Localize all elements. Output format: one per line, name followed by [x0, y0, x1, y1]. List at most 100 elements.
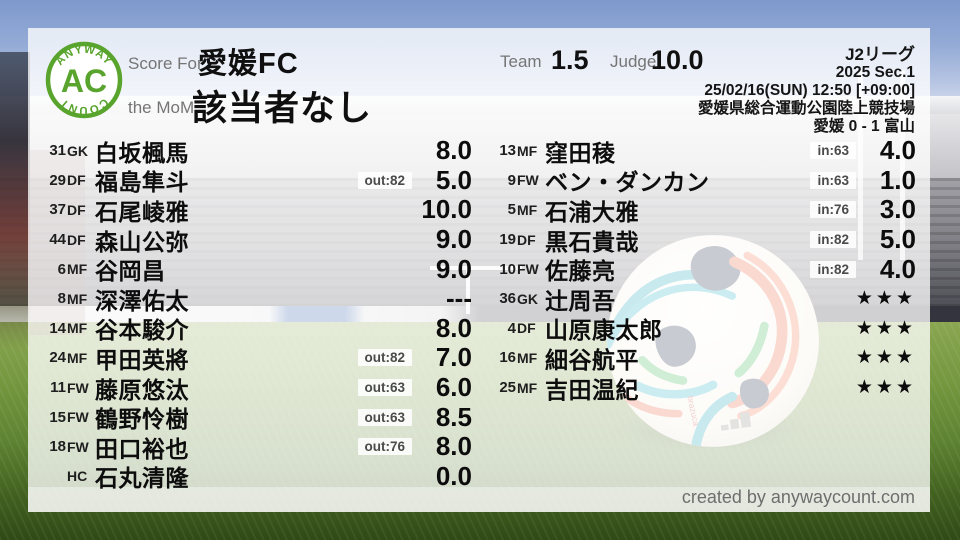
player-number: 9 [507, 171, 516, 189]
player-score: 8.5 [435, 401, 472, 432]
player-name: 石尾崚雅 [95, 198, 189, 225]
player-position: DF [67, 231, 86, 248]
player-row: 37 DF 石尾崚雅 10.0 [40, 194, 472, 225]
player-position: FW [517, 261, 539, 278]
player-name: 吉田温紀 [545, 376, 639, 403]
player-position: MF [517, 379, 538, 396]
player-name: 田口裕也 [95, 435, 189, 462]
player-number: 10 [499, 260, 516, 278]
player-position: FW [67, 379, 89, 396]
player-name: 黒石貴哉 [545, 228, 639, 255]
player-name: 深澤佑太 [95, 287, 189, 314]
player-score: 7.0 [435, 342, 472, 373]
player-score: 8.0 [435, 135, 472, 166]
team-score-value: 1.5 [551, 45, 589, 75]
player-number: 44 [49, 231, 66, 249]
player-score: 10.0 [421, 194, 472, 225]
substitution-badge: out:82 [357, 349, 412, 367]
anywaycount-logo: ANYWAY COUNT AC [45, 41, 123, 119]
player-name: 鶴野怜樹 [95, 406, 189, 433]
venue: 愛媛県総合運動公園陸上競技場 [697, 100, 915, 117]
player-score: ★★★ [855, 288, 916, 310]
player-name: 佐藤亮 [545, 258, 616, 285]
player-number: 29 [49, 171, 66, 189]
player-score: 4.0 [879, 253, 916, 284]
player-position: DF [517, 231, 536, 248]
season-section: 2025 Sec.1 [835, 64, 915, 81]
league-name: J2リーグ [845, 45, 915, 64]
player-number: 36 [499, 290, 516, 308]
player-name: 石丸清隆 [95, 465, 189, 492]
player-name: 福島隼斗 [95, 169, 189, 196]
player-number: 11 [50, 379, 66, 397]
player-row: 10 FW 佐藤亮 in:82 4.0 [490, 253, 916, 285]
player-row: 16 MF 細谷航平 ★★★ [490, 343, 916, 373]
substitution-badge: in:63 [810, 171, 856, 189]
player-row: 6 MF 谷岡昌 9.0 [40, 253, 472, 285]
player-row: 5 MF 石浦大雅 in:76 3.0 [490, 194, 916, 225]
player-row: 14 MF 谷本駿介 8.0 [40, 312, 472, 344]
player-number: 16 [499, 349, 516, 367]
player-number: 19 [499, 231, 516, 249]
player-position: MF [67, 261, 88, 278]
player-number: 24 [49, 349, 66, 367]
substitution-badge: out:76 [357, 438, 412, 456]
player-position: GK [67, 142, 88, 159]
player-number: 18 [49, 438, 66, 456]
starters-column: 31 GK 白坂楓馬 8.0 29 DF 福島隼斗 out:82 5.0 37 … [40, 135, 472, 492]
player-row: 19 DF 黒石貴哉 in:82 5.0 [490, 224, 916, 255]
player-number: 8 [57, 290, 66, 308]
player-name: 谷本駿介 [95, 317, 189, 344]
player-row: 36 GK 辻周吾 ★★★ [490, 284, 916, 314]
player-name: 甲田英將 [95, 346, 189, 373]
player-score: 4.0 [879, 135, 916, 166]
player-score: 9.0 [435, 253, 472, 284]
substitution-badge: in:63 [810, 142, 856, 160]
match-result: 愛媛 0 - 1 富山 [813, 118, 915, 135]
player-row: 44 DF 森山公弥 9.0 [40, 224, 472, 255]
substitution-badge: out:63 [357, 408, 412, 426]
player-row: 13 MF 窪田稜 in:63 4.0 [490, 135, 916, 166]
player-score: --- [446, 283, 472, 314]
player-number: 13 [499, 142, 516, 160]
player-number: 14 [49, 319, 66, 337]
player-number: 31 [49, 142, 66, 160]
match-datetime: 25/02/16(SUN) 12:50 [+09:00] [704, 82, 915, 99]
player-score: 1.0 [879, 164, 916, 195]
player-position: MF [67, 290, 88, 307]
player-number: 4 [507, 319, 516, 337]
player-name: 石浦大雅 [545, 198, 639, 225]
player-position: FW [67, 409, 89, 426]
player-score: 9.0 [435, 224, 472, 255]
subs-column: 13 MF 窪田稜 in:63 4.0 9 FW ベン・ダンカン in:63 1… [490, 135, 916, 403]
player-position: MF [67, 349, 88, 366]
player-score: ★★★ [855, 377, 916, 399]
player-row: 29 DF 福島隼斗 out:82 5.0 [40, 165, 472, 196]
player-row: 15 FW 鶴野怜樹 out:63 8.5 [40, 401, 472, 433]
substitution-badge: out:82 [357, 171, 412, 189]
player-position: FW [67, 438, 89, 455]
player-score: 8.0 [435, 431, 472, 462]
player-number: 15 [49, 408, 66, 426]
player-name: 谷岡昌 [95, 258, 166, 285]
player-name: 藤原悠汰 [95, 376, 189, 403]
logo-center: AC [61, 63, 107, 99]
player-position: DF [67, 172, 86, 189]
player-score: ★★★ [855, 317, 916, 339]
player-position: HC [67, 468, 88, 485]
substitution-badge: in:82 [810, 260, 856, 278]
player-row: 24 MF 甲田英將 out:82 7.0 [40, 342, 472, 373]
player-position: GK [517, 290, 538, 307]
credit-text: created by anywaycount.com [681, 487, 915, 507]
player-row: 18 FW 田口裕也 out:76 8.0 [40, 431, 472, 462]
player-name: ベン・ダンカン [545, 169, 710, 196]
player-name: 辻周吾 [545, 287, 616, 314]
player-row: 25 MF 吉田温紀 ★★★ [490, 373, 916, 403]
substitution-badge: out:63 [357, 379, 412, 397]
player-score: 8.0 [435, 312, 472, 343]
judge-score-value: 10.0 [651, 45, 704, 75]
player-position: MF [517, 201, 538, 218]
player-row: 4 DF 山原康太郎 ★★★ [490, 314, 916, 343]
player-row: 8 MF 深澤佑太 --- [40, 283, 472, 314]
